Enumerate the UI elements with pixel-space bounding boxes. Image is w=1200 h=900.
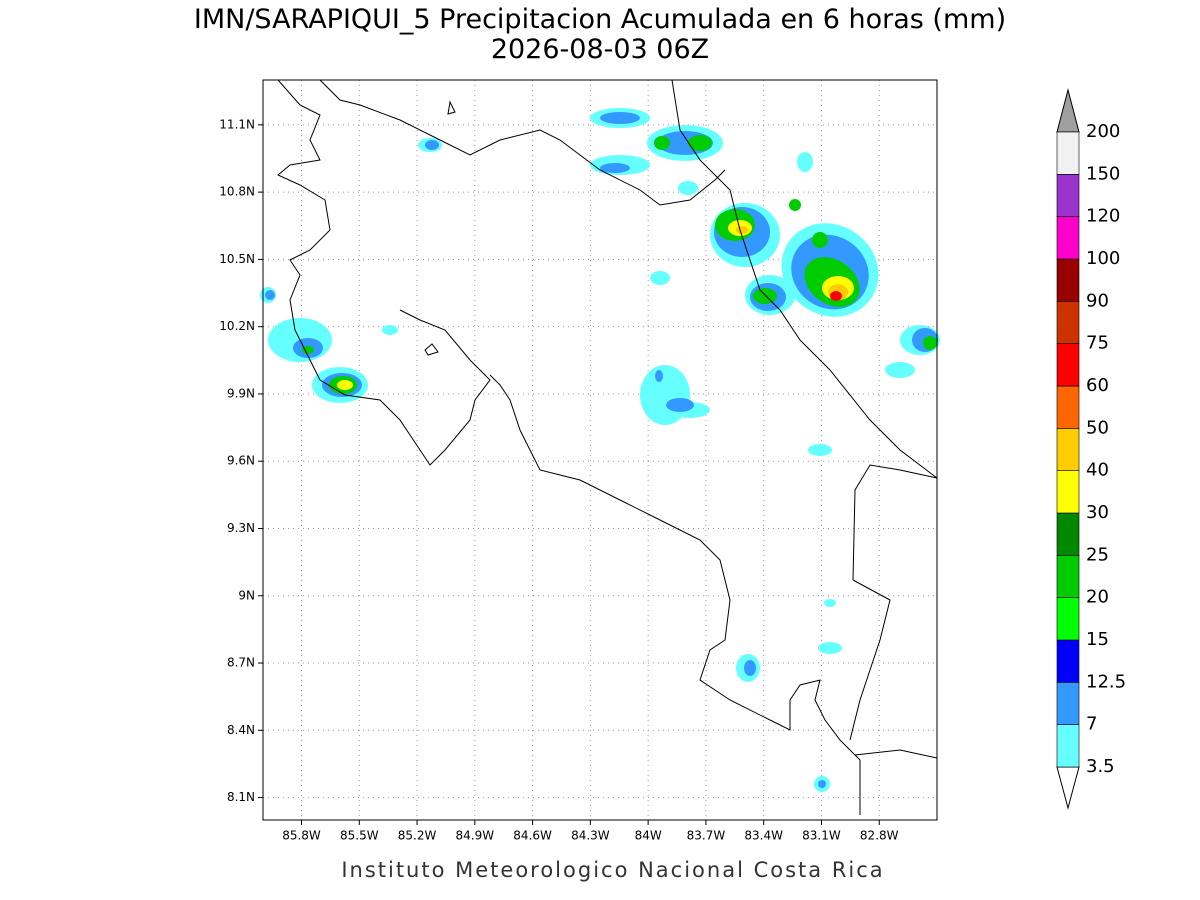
colorbar-box [1056,301,1080,344]
colorbar-box [1056,555,1080,598]
subtitle: 2026-08-03 06Z [491,34,709,65]
y-tick-label: 10.2N [219,319,255,333]
x-tick-label: 85.2W [398,829,437,843]
x-tick-label: 83.1W [802,829,841,843]
colorbar-box [1056,258,1080,302]
title: IMN/SARAPIQUI_5 Precipitacion Acumulada … [194,4,1006,35]
y-tick-label: 8.4N [227,723,255,737]
colorbar-box [1056,428,1080,471]
colorbar-label: 12.5 [1086,671,1126,692]
x-tick-label: 84.9W [456,829,495,843]
colorbar-label: 20 [1086,587,1109,608]
colorbar-label: 60 [1086,375,1109,396]
colorbar-box [1056,639,1080,683]
colorbar-label: 50 [1086,417,1109,438]
x-tick-label: 83.4W [744,829,783,843]
colorbar-label: 40 [1086,460,1109,481]
y-tick-label: 8.7N [227,656,255,670]
colorbar-label: 75 [1086,333,1109,354]
map-frame [262,79,938,821]
coastlines [277,79,938,815]
colorbar: 3.5 7 12.5 15 20 25 30 40 50 60 75 90 100 120 150 200 [1056,88,1126,810]
x-tick-label: 85.5W [340,829,379,843]
y-tick-label: 10.8N [219,185,255,199]
y-tick-label: 9.9N [227,386,255,400]
x-tick-label: 84.6W [513,829,552,843]
colorbar-box [1056,724,1080,768]
colorbar-label: 90 [1086,290,1109,311]
x-tick-label: 84W [635,829,662,843]
colorbar-box [1056,470,1080,514]
colorbar-under [1056,766,1080,810]
x-tick-label: 85.8W [282,829,321,843]
x-tick-label: 82.8W [860,829,899,843]
colorbar-box [1056,682,1080,725]
x-tick-label: 83.7W [687,829,726,843]
colorbar-box [1056,343,1080,387]
colorbar-over [1056,88,1080,133]
y-tick-label: 8.1N [227,790,255,804]
colorbar-label: 15 [1086,629,1109,650]
y-tick-label: 11.1N [219,117,255,131]
colorbar-label: 7 [1086,714,1097,735]
precip-fields [260,108,940,792]
colorbar-box [1056,216,1080,260]
colorbar-box [1056,131,1080,175]
colorbar-label: 120 [1086,206,1120,227]
y-tick-label: 9.3N [227,521,255,535]
colorbar-label: 150 [1086,163,1120,184]
colorbar-box [1056,597,1080,641]
y-tick-label: 9.6N [227,454,255,468]
axes: 85.8W 85.5W 85.2W 84.9W 84.6W 84.3W 84W 83.7W 83… [219,117,898,842]
colorbar-label: 25 [1086,544,1109,565]
colorbar-box [1056,512,1080,556]
colorbar-box [1056,385,1080,429]
y-tick-label: 10.5N [219,252,255,266]
x-tick-label: 84.3W [571,829,610,843]
colorbar-label: 200 [1086,121,1120,142]
colorbar-box [1056,174,1080,217]
colorbar-label: 100 [1086,248,1120,269]
footer: Instituto Meteorologico Nacional Costa R… [341,858,884,882]
y-tick-label: 9N [238,588,255,602]
colorbar-label: 30 [1086,502,1109,523]
grid [263,80,937,820]
colorbar-label: 3.5 [1086,756,1115,777]
